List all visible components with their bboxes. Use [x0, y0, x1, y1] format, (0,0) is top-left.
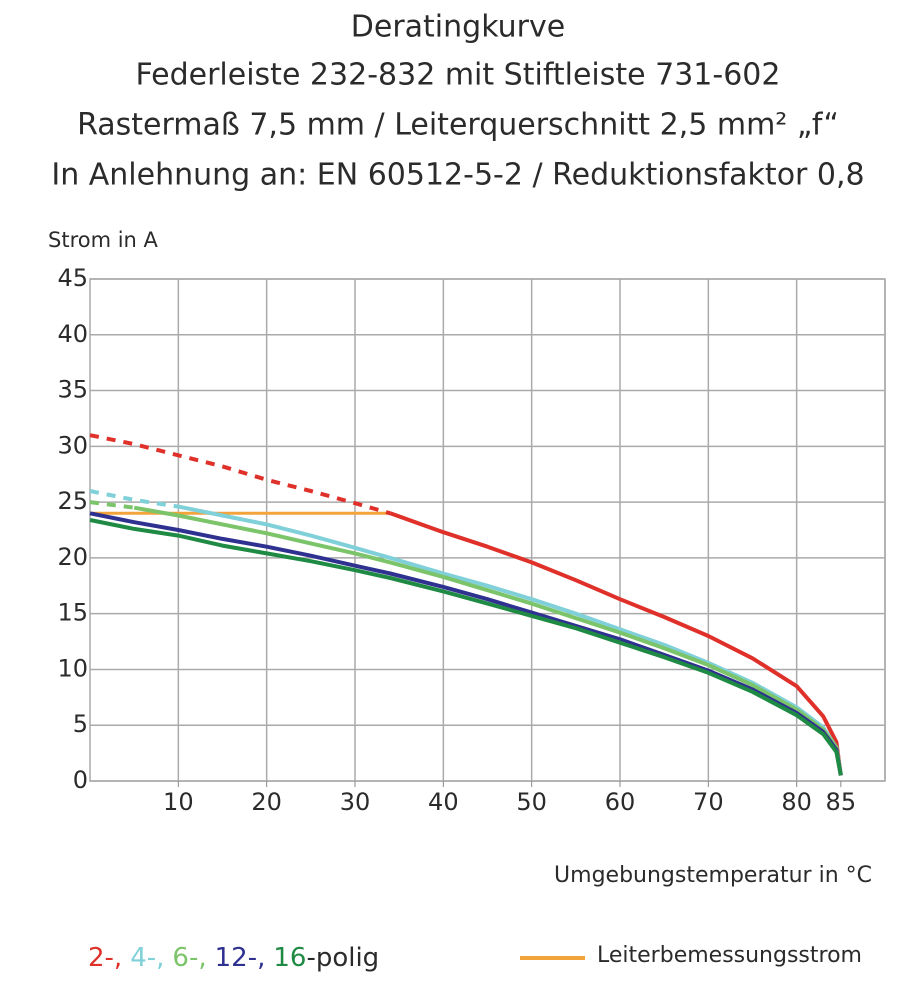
y-tick-label: 15 — [57, 599, 88, 627]
x-tick-label: 60 — [605, 788, 636, 816]
legend-label: Leiterbemessungsstrom — [597, 943, 862, 968]
series-line — [177, 504, 843, 775]
series-line — [389, 511, 843, 776]
plot-area — [89, 278, 886, 782]
legend-entry: 16 — [273, 943, 306, 973]
x-tick-label: 30 — [340, 788, 371, 816]
chart-title: Federleiste 232-832 mit Stiftleiste 731-… — [136, 58, 781, 93]
y-axis-label: Strom in A — [48, 228, 159, 252]
y-tick-label: 10 — [57, 654, 88, 682]
x-axis-label: Umgebungstemperatur in °C — [554, 863, 872, 888]
legend-entry: 4-, — [130, 943, 164, 973]
chart-title: In Anlehnung an: EN 60512-5-2 / Reduktio… — [51, 158, 864, 193]
y-tick-label: 45 — [57, 264, 88, 292]
series-line — [133, 505, 843, 775]
x-tick-label: 70 — [693, 788, 724, 816]
extrapolated-line — [89, 500, 135, 510]
x-tick-label: 20 — [251, 788, 282, 816]
extrapolated-line — [89, 489, 179, 509]
legend-entry: 2-, — [88, 943, 122, 973]
legend: 2-, 4-, 6-, 12-, 16-polig — [88, 943, 379, 973]
y-tick-label: 0 — [73, 766, 88, 794]
chart-title: Deratingkurve — [351, 10, 565, 45]
series-line — [89, 518, 843, 776]
x-tick-label: 50 — [516, 788, 547, 816]
y-tick-label: 5 — [73, 710, 88, 738]
legend-entry: 12-, — [215, 943, 266, 973]
y-tick-label: 30 — [57, 431, 88, 459]
extrapolated-line — [89, 433, 391, 516]
y-tick-label: 40 — [57, 320, 88, 348]
x-tick-label: 40 — [428, 788, 459, 816]
x-tick-label: 10 — [163, 788, 194, 816]
x-tick-label: 80 — [781, 788, 812, 816]
x-tick-label: 85 — [826, 788, 857, 816]
y-tick-label: 35 — [57, 376, 88, 404]
legend-entry: 6-, — [172, 943, 206, 973]
y-tick-label: 25 — [57, 487, 88, 515]
chart-title: Rastermaß 7,5 mm / Leiterquerschnitt 2,5… — [77, 108, 839, 143]
y-tick-label: 20 — [57, 543, 88, 571]
legend-suffix: -polig — [306, 943, 379, 973]
